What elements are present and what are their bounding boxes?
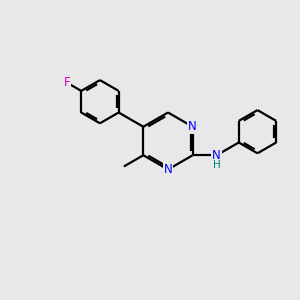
Text: F: F [64, 76, 70, 89]
Text: N: N [212, 149, 221, 162]
Text: N: N [188, 120, 197, 133]
Text: N: N [164, 163, 172, 176]
Text: H: H [213, 160, 220, 170]
